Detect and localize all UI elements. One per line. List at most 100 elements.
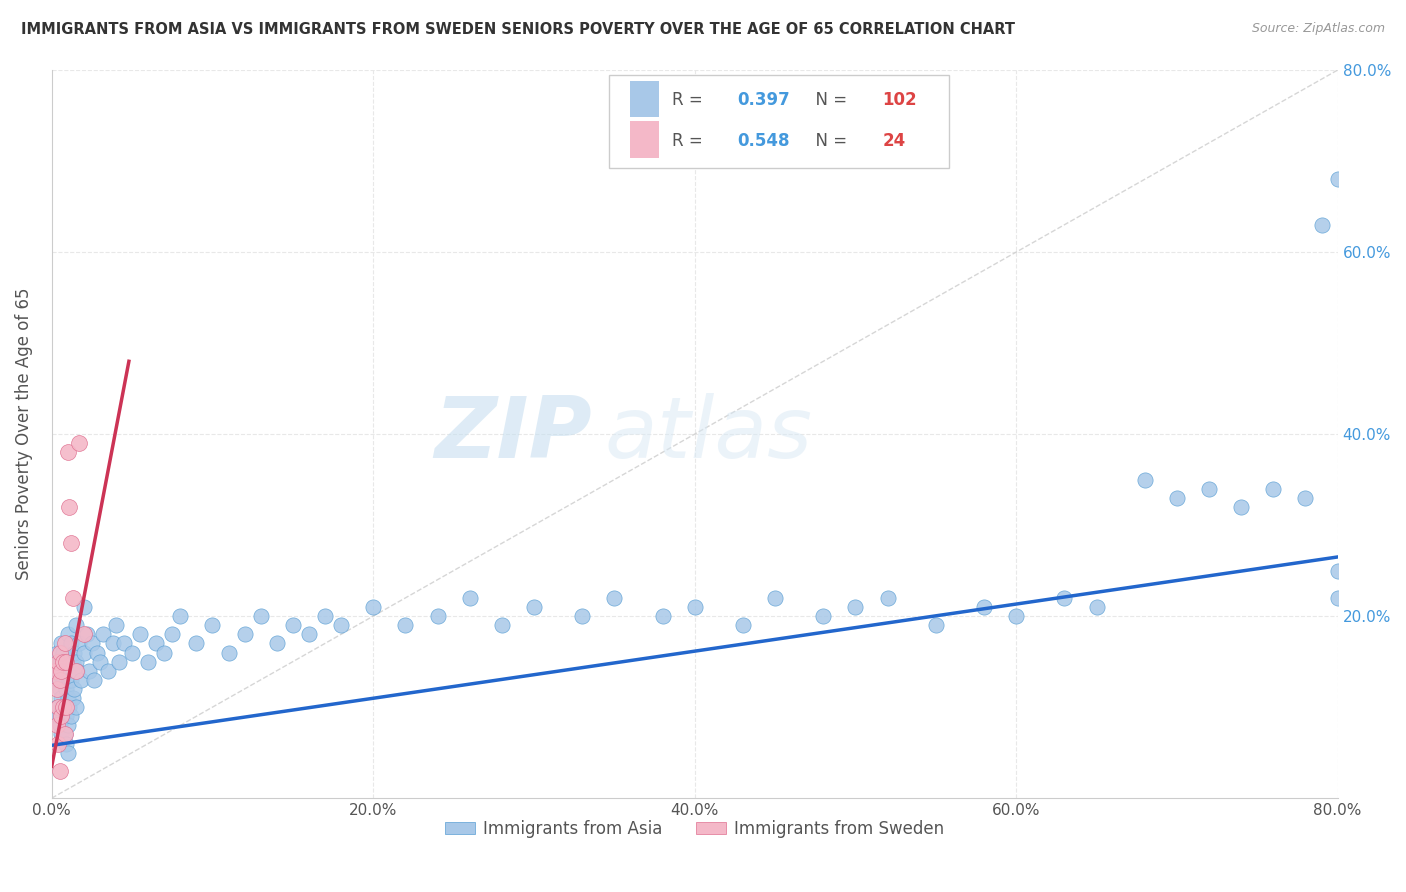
Point xyxy=(53,664,76,678)
Point xyxy=(56,445,79,459)
Point xyxy=(153,646,176,660)
Point xyxy=(45,718,67,732)
Text: 0.397: 0.397 xyxy=(737,91,790,110)
Point xyxy=(52,646,75,660)
Point xyxy=(60,536,83,550)
Point xyxy=(51,664,73,678)
Point xyxy=(1326,591,1348,605)
Point xyxy=(49,673,72,687)
Point xyxy=(1326,564,1348,578)
Point xyxy=(65,618,87,632)
Point xyxy=(651,609,673,624)
Point xyxy=(51,709,73,723)
Point xyxy=(73,646,96,660)
Point xyxy=(108,655,131,669)
Point xyxy=(186,636,208,650)
Point xyxy=(105,618,128,632)
Point xyxy=(813,609,835,624)
Point xyxy=(145,636,167,650)
Point xyxy=(112,636,135,650)
FancyBboxPatch shape xyxy=(609,75,949,169)
Point xyxy=(58,673,80,687)
Point xyxy=(49,681,72,696)
Text: 0.548: 0.548 xyxy=(737,132,790,150)
Point xyxy=(233,627,256,641)
Point xyxy=(65,664,87,678)
Point xyxy=(97,664,120,678)
Point xyxy=(76,627,98,641)
Point xyxy=(56,718,79,732)
Point xyxy=(56,627,79,641)
Point xyxy=(394,618,416,632)
Point xyxy=(298,627,321,641)
Point xyxy=(83,673,105,687)
Legend: Immigrants from Asia, Immigrants from Sweden: Immigrants from Asia, Immigrants from Sw… xyxy=(439,814,950,845)
Point xyxy=(169,609,191,624)
Point xyxy=(62,691,84,706)
Point xyxy=(60,709,83,723)
Point xyxy=(426,609,449,624)
Point xyxy=(1230,500,1253,514)
Point xyxy=(876,591,898,605)
Text: ZIP: ZIP xyxy=(434,392,592,475)
Point xyxy=(571,609,593,624)
Point xyxy=(46,655,69,669)
Point xyxy=(55,700,77,714)
Point xyxy=(46,700,69,714)
Point xyxy=(101,636,124,650)
Point xyxy=(45,681,67,696)
Point xyxy=(73,600,96,615)
Point xyxy=(55,737,77,751)
Point xyxy=(60,636,83,650)
Point xyxy=(49,655,72,669)
Point xyxy=(1053,591,1076,605)
Point xyxy=(53,700,76,714)
Point xyxy=(51,727,73,741)
Point xyxy=(218,646,240,660)
Point xyxy=(45,700,67,714)
Point xyxy=(67,636,90,650)
Point xyxy=(80,636,103,650)
Point xyxy=(52,709,75,723)
Point xyxy=(1326,172,1348,186)
Point xyxy=(62,655,84,669)
Point xyxy=(65,700,87,714)
Point xyxy=(69,673,91,687)
Text: R =: R = xyxy=(672,91,707,110)
Point xyxy=(56,691,79,706)
Point xyxy=(53,727,76,741)
Point xyxy=(330,618,353,632)
Point xyxy=(523,600,546,615)
Text: N =: N = xyxy=(806,91,852,110)
Point xyxy=(1310,218,1333,232)
Point xyxy=(763,591,786,605)
Point xyxy=(925,618,948,632)
Point xyxy=(136,655,159,669)
Point xyxy=(44,664,66,678)
Text: 102: 102 xyxy=(883,91,917,110)
Point xyxy=(55,709,77,723)
Point xyxy=(51,691,73,706)
Point xyxy=(58,700,80,714)
FancyBboxPatch shape xyxy=(630,121,658,158)
Point xyxy=(65,655,87,669)
Point xyxy=(844,600,866,615)
Point xyxy=(52,655,75,669)
Point xyxy=(281,618,304,632)
Point xyxy=(1085,600,1108,615)
Point xyxy=(86,646,108,660)
Point xyxy=(49,646,72,660)
Point xyxy=(1005,609,1028,624)
Point xyxy=(46,709,69,723)
Point xyxy=(53,727,76,741)
Point xyxy=(63,681,86,696)
Point xyxy=(45,646,67,660)
Point xyxy=(162,627,184,641)
Point xyxy=(67,436,90,450)
Point xyxy=(249,609,271,624)
Text: IMMIGRANTS FROM ASIA VS IMMIGRANTS FROM SWEDEN SENIORS POVERTY OVER THE AGE OF 6: IMMIGRANTS FROM ASIA VS IMMIGRANTS FROM … xyxy=(21,22,1015,37)
Point xyxy=(46,673,69,687)
Point xyxy=(1198,482,1220,496)
Point xyxy=(1133,473,1156,487)
Point xyxy=(1166,491,1188,505)
